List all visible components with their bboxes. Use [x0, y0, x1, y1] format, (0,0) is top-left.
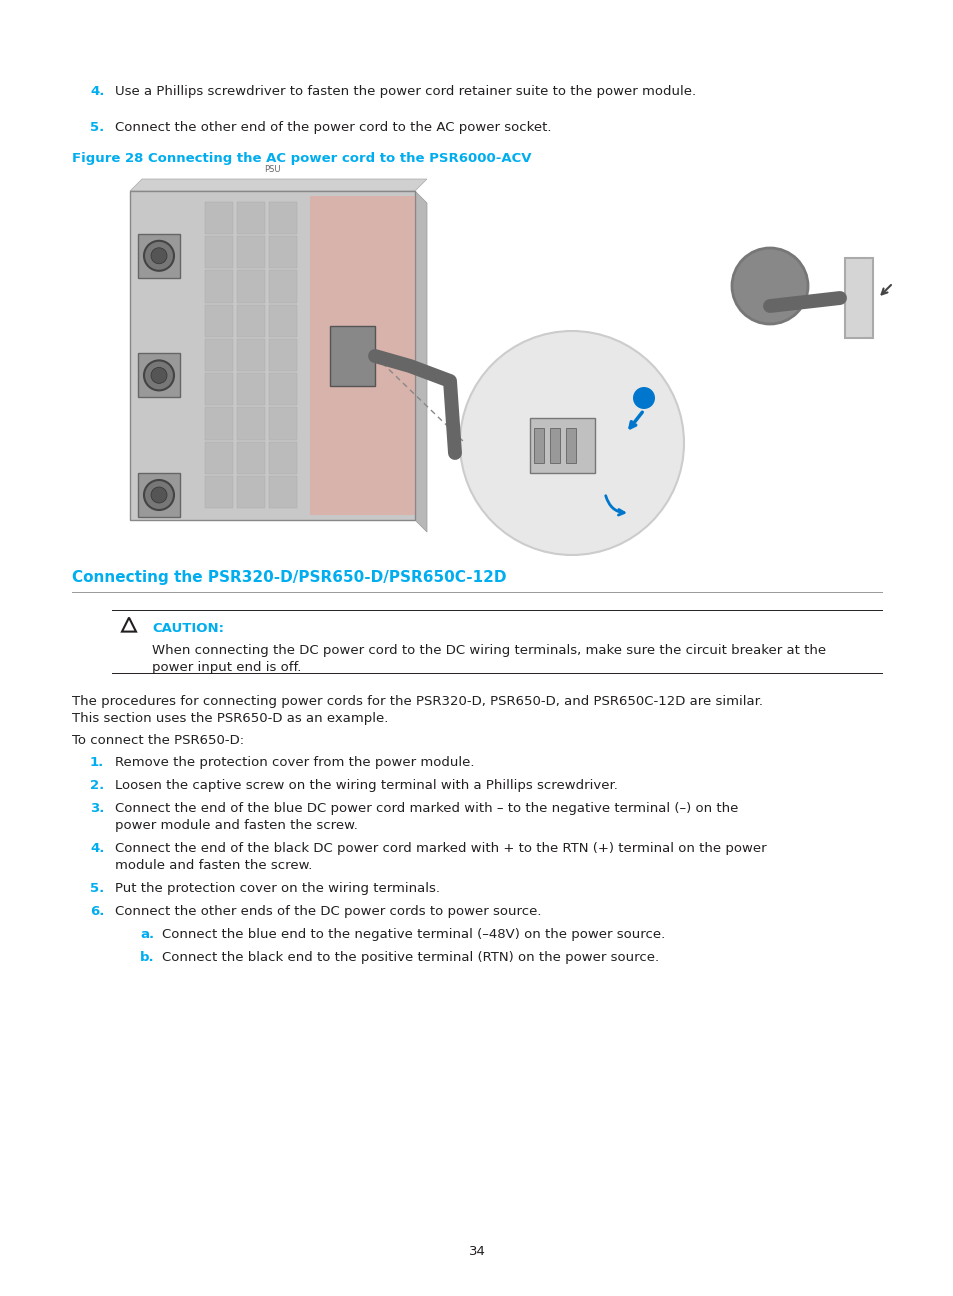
Text: power module and fasten the screw.: power module and fasten the screw.: [115, 819, 357, 832]
Bar: [236, 236, 265, 268]
Text: To connect the PSR650-D:: To connect the PSR650-D:: [71, 734, 244, 746]
Circle shape: [144, 480, 173, 511]
Bar: [530, 419, 595, 473]
Text: Remove the protection cover from the power module.: Remove the protection cover from the pow…: [115, 756, 474, 769]
Bar: [236, 373, 265, 406]
Text: b.: b.: [140, 951, 154, 964]
Circle shape: [144, 360, 173, 390]
Text: power input end is off.: power input end is off.: [152, 661, 301, 674]
Bar: [844, 258, 872, 338]
Bar: [236, 476, 265, 508]
Bar: [205, 202, 233, 235]
Bar: [269, 305, 296, 337]
Bar: [269, 338, 296, 371]
Bar: [205, 373, 233, 406]
Text: 3.: 3.: [90, 802, 104, 815]
Bar: [138, 473, 180, 517]
Bar: [205, 407, 233, 439]
Polygon shape: [130, 179, 427, 191]
Text: 1.: 1.: [90, 756, 104, 769]
Bar: [205, 442, 233, 474]
Text: PSU: PSU: [263, 165, 280, 174]
Text: Connect the blue end to the negative terminal (–48V) on the power source.: Connect the blue end to the negative ter…: [162, 928, 664, 941]
Text: Connect the other ends of the DC power cords to power source.: Connect the other ends of the DC power c…: [115, 905, 541, 918]
Text: 4.: 4.: [90, 842, 104, 855]
Text: 4.: 4.: [90, 86, 104, 98]
Polygon shape: [415, 191, 427, 531]
Bar: [269, 271, 296, 303]
Bar: [205, 338, 233, 371]
Bar: [310, 196, 415, 515]
Text: 5.: 5.: [90, 883, 104, 896]
Bar: [269, 236, 296, 268]
Text: This section uses the PSR650-D as an example.: This section uses the PSR650-D as an exa…: [71, 712, 388, 724]
Bar: [205, 236, 233, 268]
Bar: [269, 373, 296, 406]
Text: 5.: 5.: [90, 121, 104, 133]
Bar: [138, 354, 180, 398]
Text: 2.: 2.: [90, 779, 104, 792]
Circle shape: [151, 367, 167, 384]
Text: Figure 28 Connecting the AC power cord to the PSR6000-ACV: Figure 28 Connecting the AC power cord t…: [71, 152, 531, 165]
Bar: [205, 271, 233, 303]
Bar: [205, 476, 233, 508]
Text: Connect the end of the blue DC power cord marked with – to the negative terminal: Connect the end of the blue DC power cor…: [115, 802, 738, 815]
Text: When connecting the DC power cord to the DC wiring terminals, make sure the circ: When connecting the DC power cord to the…: [152, 644, 825, 657]
Circle shape: [459, 330, 683, 555]
Bar: [138, 233, 180, 277]
Circle shape: [151, 248, 167, 264]
Text: Connect the other end of the power cord to the AC power socket.: Connect the other end of the power cord …: [115, 121, 551, 133]
Bar: [534, 428, 543, 463]
Text: 34: 34: [468, 1245, 485, 1258]
Bar: [236, 407, 265, 439]
Bar: [236, 271, 265, 303]
Text: a.: a.: [140, 928, 154, 941]
Bar: [236, 442, 265, 474]
Bar: [236, 338, 265, 371]
Text: Connecting the PSR320-D/PSR650-D/PSR650C-12D: Connecting the PSR320-D/PSR650-D/PSR650C…: [71, 570, 506, 584]
Text: CAUTION:: CAUTION:: [152, 622, 224, 635]
Bar: [269, 202, 296, 235]
Text: The procedures for connecting power cords for the PSR320-D, PSR650-D, and PSR650: The procedures for connecting power cord…: [71, 695, 762, 708]
Bar: [236, 305, 265, 337]
Bar: [269, 442, 296, 474]
Text: Put the protection cover on the wiring terminals.: Put the protection cover on the wiring t…: [115, 883, 439, 896]
Circle shape: [144, 241, 173, 271]
Bar: [205, 305, 233, 337]
Text: module and fasten the screw.: module and fasten the screw.: [115, 859, 312, 872]
Bar: [236, 202, 265, 235]
Text: Loosen the captive screw on the wiring terminal with a Phillips screwdriver.: Loosen the captive screw on the wiring t…: [115, 779, 618, 792]
Bar: [130, 191, 415, 520]
Circle shape: [633, 388, 655, 410]
Circle shape: [151, 487, 167, 503]
Bar: [550, 428, 559, 463]
Bar: [269, 476, 296, 508]
Bar: [565, 428, 576, 463]
Circle shape: [731, 248, 807, 324]
Text: Connect the end of the black DC power cord marked with + to the RTN (+) terminal: Connect the end of the black DC power co…: [115, 842, 766, 855]
Bar: [269, 407, 296, 439]
Text: Connect the black end to the positive terminal (RTN) on the power source.: Connect the black end to the positive te…: [162, 951, 659, 964]
Text: 6.: 6.: [90, 905, 104, 918]
Bar: [330, 327, 375, 386]
Text: Use a Phillips screwdriver to fasten the power cord retainer suite to the power : Use a Phillips screwdriver to fasten the…: [115, 86, 696, 98]
